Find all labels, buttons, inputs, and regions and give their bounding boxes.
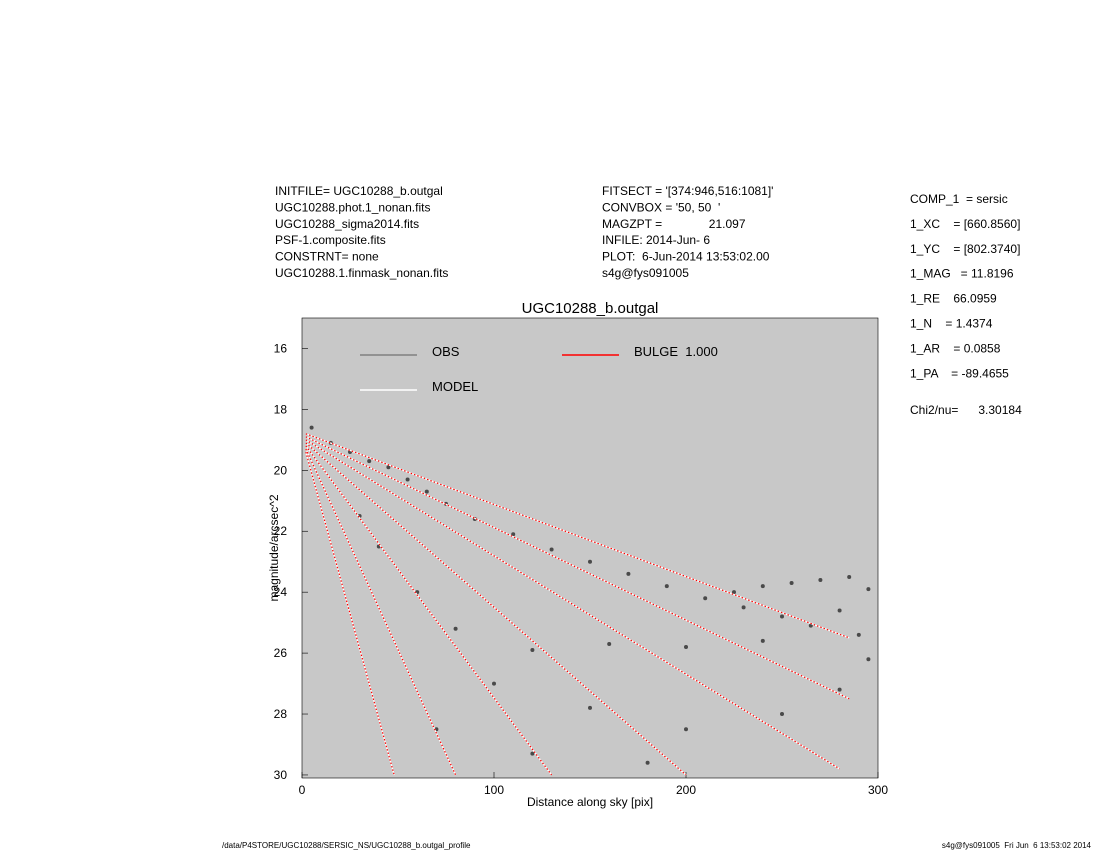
header-left-line: CONSTRNT= none: [275, 250, 379, 264]
x-tick-label: 100: [484, 783, 504, 797]
obs-point: [386, 465, 391, 470]
y-tick-label: 26: [274, 646, 288, 660]
x-tick-label: 300: [868, 783, 888, 797]
y-axis-label: magnitude/arcsec^2: [267, 494, 281, 601]
header-right-line: 1_YC = [802.3740]: [910, 242, 1020, 256]
obs-point: [808, 623, 813, 628]
header-right-line: 1_PA = -89.4655: [910, 366, 1009, 380]
obs-point: [607, 641, 612, 646]
obs-point: [645, 760, 650, 765]
obs-point: [684, 645, 688, 650]
header-middle-line: s4g@fys091005: [602, 266, 689, 280]
header-right-line: 1_N = 1.4374: [910, 317, 993, 331]
header-left-line: INITFILE= UGC10288_b.outgal: [275, 184, 443, 198]
chi2: Chi2/nu= 3.30184: [910, 403, 1022, 417]
obs-point: [780, 614, 784, 619]
y-tick-label: 18: [274, 402, 288, 416]
obs-point: [703, 596, 708, 601]
obs-point: [741, 605, 746, 610]
obs-point: [367, 459, 372, 464]
header-left-line: UGC10288.1.finmask_nonan.fits: [275, 266, 448, 280]
obs-point: [789, 581, 794, 586]
x-tick-label: 200: [676, 783, 696, 797]
obs-point: [760, 584, 765, 589]
header-right-line: 1_XC = [660.8560]: [910, 217, 1020, 231]
obs-point: [492, 681, 496, 686]
header-middle-line: FITSECT = '[374:946,516:1081]': [602, 184, 773, 198]
y-tick-label: 30: [274, 768, 288, 782]
header-right-line: COMP_1 = sersic: [910, 192, 1008, 206]
x-axis-label: Distance along sky [pix]: [527, 795, 653, 809]
obs-point: [530, 648, 535, 653]
header-middle-line: CONVBOX = '50, 50 ': [602, 200, 720, 214]
obs-point: [684, 727, 688, 732]
header-middle-line: INFILE: 2014-Jun- 6: [602, 233, 710, 247]
obs-point: [837, 608, 842, 613]
plot-area: [301, 317, 879, 779]
legend-label: BULGE 1.000: [634, 344, 718, 359]
obs-point: [511, 532, 516, 537]
header-left-line: UGC10288.phot.1_nonan.fits: [275, 200, 430, 214]
y-tick-label: 24: [274, 585, 288, 599]
obs-point: [530, 751, 535, 756]
header-right-line: 1_MAG = 11.8196: [910, 267, 1014, 281]
obs-point: [866, 657, 871, 662]
obs-point: [818, 577, 823, 582]
obs-point: [760, 638, 765, 643]
y-tick-label: 28: [274, 707, 288, 721]
footer-right: s4g@fys091005 Fri Jun 6 13:53:02 2014: [942, 841, 1092, 850]
header-left-line: PSF-1.composite.fits: [275, 233, 386, 247]
y-tick-label: 20: [274, 463, 288, 477]
obs-point: [626, 571, 631, 576]
y-tick-label: 16: [274, 341, 288, 355]
chart-title: UGC10288_b.outgal: [522, 300, 659, 317]
obs-point: [780, 712, 784, 717]
header-middle-line: MAGZPT = 21.097: [602, 217, 746, 231]
obs-point: [309, 425, 314, 430]
obs-point: [847, 574, 852, 579]
footer-left: /data/P4STORE/UGC10288/SERSIC_NS/UGC1028…: [222, 841, 471, 850]
obs-point: [453, 626, 458, 631]
bulge-line: [305, 433, 850, 776]
obs-point: [866, 587, 871, 592]
legend-label: MODEL: [432, 379, 478, 394]
obs-point: [405, 477, 410, 482]
obs-point: [837, 687, 842, 692]
obs-point: [549, 547, 554, 552]
y-tick-label: 22: [274, 524, 288, 538]
header-right-line: 1_RE 66.0959: [910, 292, 997, 306]
obs-point: [424, 489, 429, 494]
obs-point: [588, 559, 592, 564]
obs-point: [588, 705, 592, 710]
obs-point: [732, 590, 736, 595]
header-middle-line: PLOT: 6-Jun-2014 13:53:02.00: [602, 250, 770, 264]
header-right-line: 1_AR = 0.0858: [910, 341, 1001, 355]
legend-label: OBS: [432, 344, 460, 359]
x-tick-label: 0: [299, 783, 306, 797]
obs-point: [856, 632, 861, 637]
obs-point: [664, 584, 669, 589]
header-left-line: UGC10288_sigma2014.fits: [275, 217, 419, 231]
